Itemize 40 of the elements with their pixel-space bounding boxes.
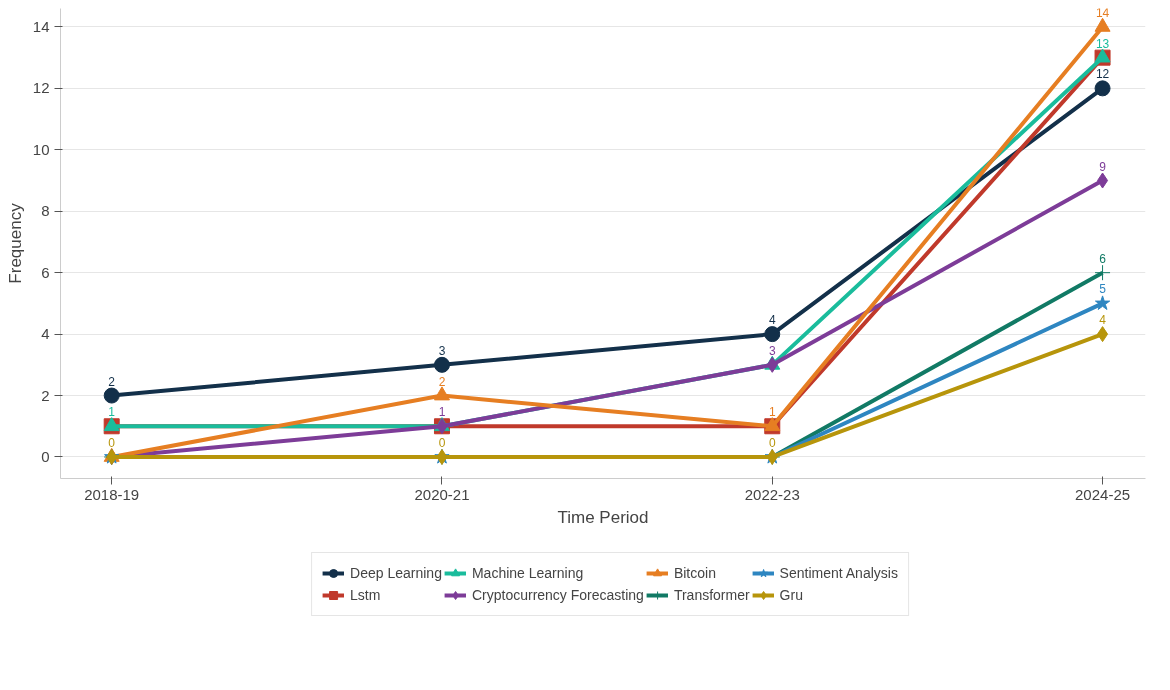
x-tick-label: 2018-19 [84, 485, 140, 503]
data-label: 14 [1095, 5, 1110, 20]
data-label: 6 [1099, 251, 1107, 266]
y-tick-label: 12 [32, 79, 50, 97]
legend-label: Gru [779, 587, 803, 603]
data-label: 2 [108, 374, 116, 389]
y-tick-label: 10 [32, 140, 50, 158]
legend-label: Transformer [673, 587, 750, 603]
x-tick-label: 2024-25 [1075, 485, 1131, 503]
legend-label: Lstm [350, 587, 381, 603]
data-label: 2 [438, 374, 446, 389]
legend-label: Sentiment Analysis [779, 565, 898, 581]
data-label: 3 [438, 343, 446, 358]
data-label: 4 [1099, 313, 1107, 328]
legend-label: Cryptocurrency Forecasting [471, 587, 644, 603]
y-axis-title: Frequency [5, 202, 25, 284]
data-label: 12 [1095, 67, 1110, 82]
data-label: 4 [768, 313, 776, 328]
data-label: 3 [768, 343, 776, 358]
data-label: 0 [438, 436, 446, 450]
y-tick-label: 8 [41, 202, 50, 220]
data-label: 1 [768, 405, 776, 420]
legend-label: Deep Learning [350, 565, 442, 581]
y-tick-label: 14 [32, 17, 50, 35]
y-tick-label: 0 [41, 448, 50, 465]
legend-label: Bitcoin [673, 565, 716, 581]
data-label: 0 [108, 436, 116, 450]
y-tick-label: 2 [41, 386, 50, 404]
data-label: 1 [108, 405, 116, 420]
y-tick-label: 6 [41, 263, 50, 281]
x-tick-label: 2020-21 [414, 485, 470, 503]
x-tick-label: 2022-23 [744, 485, 800, 503]
x-axis-title: Time Period [557, 507, 649, 527]
y-tick-label: 4 [41, 325, 50, 343]
data-label: 1 [438, 405, 446, 420]
data-label: 0 [768, 436, 776, 450]
data-label: 13 [1095, 36, 1110, 51]
legend-label: Machine Learning [471, 565, 584, 581]
data-label: 5 [1099, 282, 1107, 297]
data-label: 9 [1099, 159, 1107, 174]
